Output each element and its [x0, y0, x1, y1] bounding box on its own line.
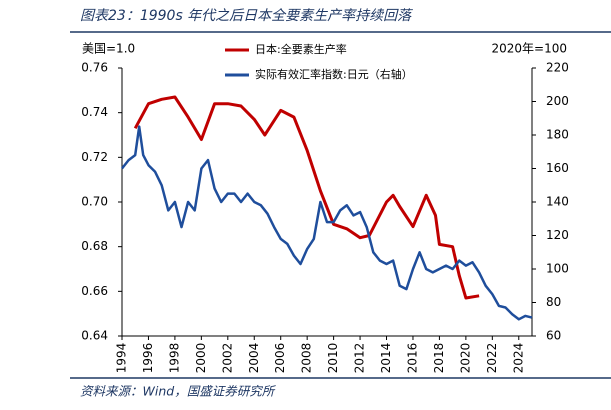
chart-title: 图表23：1990s 年代之后日本全要素生产率持续回落 [80, 8, 413, 24]
x-tick-label: 2000 [194, 343, 208, 374]
x-tick-label: 2016 [405, 343, 419, 374]
x-tick-label: 2002 [220, 343, 234, 374]
legend-label: 日本:全要素生产率 [255, 42, 347, 56]
y2-tick-label: 220 [546, 61, 569, 75]
x-tick-label: 1994 [115, 343, 129, 374]
y2-tick-label: 180 [546, 128, 569, 142]
y2-axis-label: 2020年=100 [492, 42, 568, 56]
series-line [133, 95, 480, 300]
y-tick-label: 0.76 [81, 61, 108, 75]
source: 资料来源：Wind，国盛证券研究所 [80, 384, 277, 399]
x-tick-label: 1998 [167, 343, 181, 374]
x-tick-label: 2010 [326, 343, 340, 374]
y-tick-label: 0.66 [81, 284, 108, 298]
x-tick-label: 2022 [485, 343, 499, 374]
y-tick-label: 0.68 [81, 239, 108, 253]
y-tick-label: 0.74 [81, 105, 108, 119]
y2-tick-label: 120 [546, 228, 569, 242]
series-line [121, 125, 533, 321]
x-tick-label: 2024 [511, 343, 525, 374]
x-tick-label: 2014 [379, 343, 393, 374]
y2-tick-label: 160 [546, 161, 569, 175]
y-axis-label: 美国=1.0 [82, 42, 135, 56]
x-tick-label: 2004 [247, 343, 261, 374]
y-tick-label: 0.64 [81, 329, 108, 343]
y-tick-label: 0.70 [81, 195, 108, 209]
y2-tick-label: 200 [546, 94, 569, 108]
y-tick-label: 0.72 [81, 150, 108, 164]
y2-tick-label: 100 [546, 262, 569, 276]
y2-tick-label: 80 [546, 295, 561, 309]
x-tick-label: 2006 [273, 343, 287, 374]
x-tick-label: 2008 [300, 343, 314, 374]
y2-tick-label: 60 [546, 329, 561, 343]
x-tick-label: 2018 [432, 343, 446, 374]
x-tick-label: 2012 [353, 343, 367, 374]
x-tick-label: 1996 [141, 343, 155, 374]
y2-tick-label: 140 [546, 195, 569, 209]
legend-label: 实际有效汇率指数:日元（右轴） [255, 67, 413, 81]
x-tick-label: 2020 [458, 343, 472, 374]
